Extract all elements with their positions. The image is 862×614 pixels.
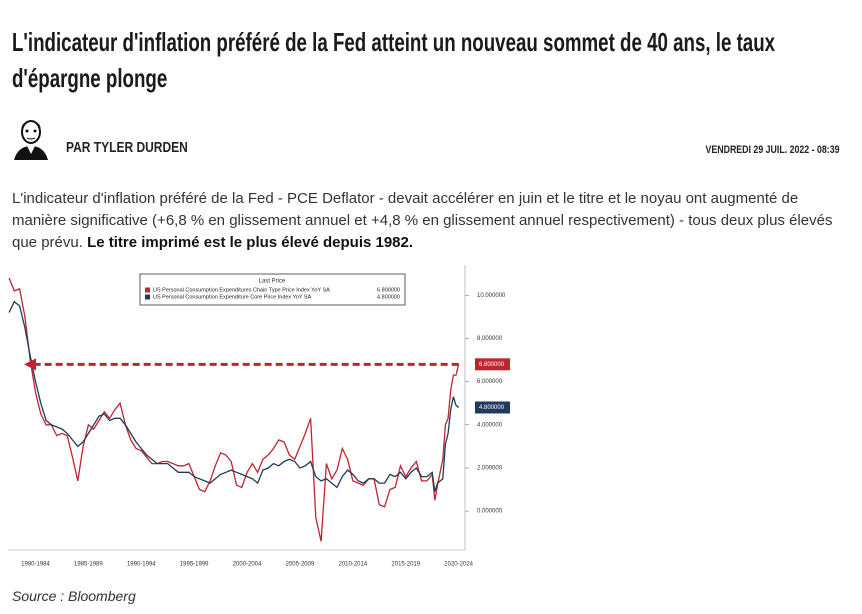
source: Source : Bloomberg — [12, 588, 136, 604]
x-tick-label: 2010-2014 — [339, 562, 368, 568]
y-tick-label: 10.000000 — [477, 293, 506, 299]
author-avatar — [14, 120, 48, 160]
y-tick-label: 0.000000 — [477, 509, 503, 515]
x-tick-label: 2005-2009 — [286, 562, 315, 568]
author[interactable]: PAR TYLER DURDEN — [66, 139, 188, 156]
series-line — [8, 300, 460, 492]
paragraph-text: L'indicateur d'inflation préféré de la F… — [12, 190, 833, 251]
y-tick-label: 2.000000 — [477, 466, 503, 472]
x-tick-label: 2000-2004 — [233, 562, 262, 568]
x-tick-label: 1985-1989 — [74, 562, 103, 568]
date: VENDREDI 29 JUIL. 2022 - 08:39 — [705, 144, 840, 156]
paragraph: L'indicateur d'inflation préféré de la F… — [12, 188, 842, 254]
x-tick-label: 1995-1999 — [180, 562, 209, 568]
arrow-head — [24, 358, 36, 371]
legend-swatch — [145, 294, 150, 300]
last-price-tag — [475, 358, 510, 371]
x-tick-label: 2020-2024 — [444, 562, 473, 568]
legend-title: Last Price — [259, 279, 286, 285]
legend-name: US Personal Consumption Expenditures Cha… — [153, 287, 330, 293]
legend-swatch — [145, 287, 150, 293]
last-price-label: 6.800000 — [479, 362, 505, 368]
y-tick-label: 8.000000 — [477, 336, 503, 342]
last-price-label: 4.800000 — [479, 405, 505, 411]
article-title: L'indicateur d'inflation préféré de la F… — [12, 27, 776, 93]
y-tick-label: 6.000000 — [477, 379, 503, 385]
legend-box — [139, 273, 406, 306]
chart: Last Price 0.000000 2.000000 4.000000 6.000… — [0, 260, 520, 580]
series-line — [8, 277, 460, 542]
chart-background — [0, 260, 520, 580]
legend-value: 4.800000 — [377, 294, 400, 300]
legend-value: 6.800000 — [377, 287, 400, 293]
legend-name: US Personal Consumption Expenditure Core… — [153, 294, 312, 300]
x-tick-label: 2015-2019 — [391, 562, 420, 568]
x-tick-label: 1980-1984 — [21, 562, 50, 568]
paragraph-emphasis: Le titre imprimé est le plus élevé depui… — [87, 234, 414, 251]
y-tick-label: 4.000000 — [477, 422, 503, 428]
x-tick-label: 1990-1994 — [127, 562, 156, 568]
last-price-tag — [475, 401, 510, 414]
